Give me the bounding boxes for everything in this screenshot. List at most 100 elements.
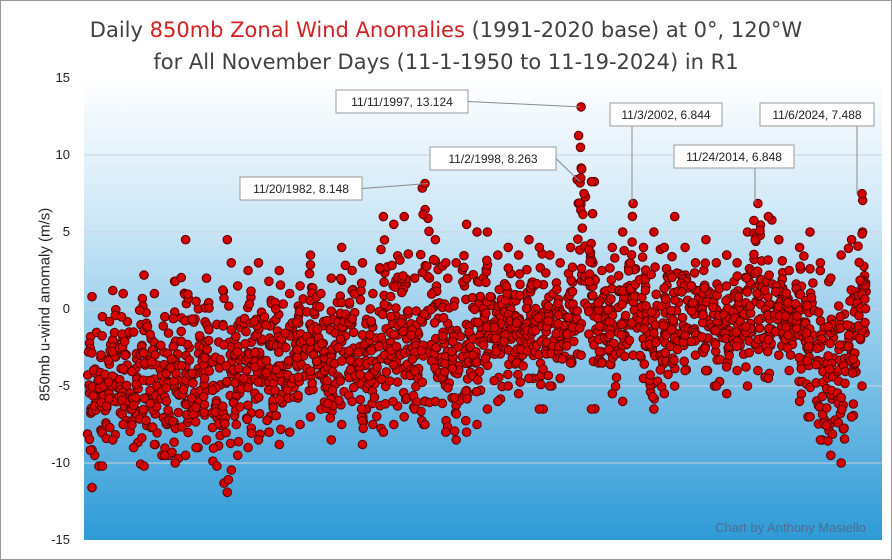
data-point (577, 223, 588, 233)
data-point (640, 285, 651, 296)
data-point (158, 321, 169, 331)
data-point-max (295, 281, 305, 291)
data-point (836, 392, 847, 403)
data-point-min (763, 373, 774, 384)
data-point-max (139, 270, 149, 280)
data-point (198, 391, 209, 402)
data-point-max (118, 288, 128, 299)
data-point (593, 298, 603, 308)
data-point (688, 298, 698, 308)
data-point-max (826, 273, 836, 284)
data-point (437, 398, 448, 409)
data-point-min (794, 396, 805, 407)
data-point-min (607, 388, 618, 399)
data-point (783, 330, 793, 340)
data-point-max (316, 288, 326, 299)
data-point-max (191, 296, 201, 307)
data-point (127, 366, 137, 377)
data-point (191, 402, 201, 413)
data-point (226, 325, 237, 335)
data-point (686, 280, 697, 291)
data-point (199, 373, 210, 384)
data-point (724, 350, 735, 361)
data-point (233, 436, 244, 447)
data-point (417, 377, 428, 388)
data-point (387, 260, 397, 271)
data-point (801, 328, 812, 338)
data-point (176, 422, 187, 432)
data-point (732, 271, 743, 281)
data-point (623, 266, 634, 276)
data-point (461, 415, 471, 426)
data-point (316, 338, 327, 349)
data-point (374, 341, 384, 352)
y-tick-label: -10 (51, 455, 70, 470)
data-point (823, 321, 833, 332)
data-point (431, 342, 441, 353)
data-point (428, 254, 439, 265)
data-point (710, 339, 721, 350)
data-point (536, 379, 546, 390)
data-point (276, 424, 286, 435)
data-point (795, 261, 805, 272)
data-point (259, 312, 270, 322)
data-point (184, 355, 195, 365)
data-point (218, 401, 228, 412)
callout-label: 11/11/1997, 13.124 (351, 95, 453, 109)
data-point (311, 356, 322, 367)
data-point (386, 311, 396, 322)
data-point-min (368, 419, 378, 430)
data-point-max (805, 227, 815, 237)
data-point (473, 375, 483, 385)
data-point (467, 292, 478, 303)
data-point (552, 284, 562, 295)
data-point-min (826, 450, 836, 461)
data-point (606, 294, 616, 304)
data-point (732, 341, 742, 352)
data-point (379, 235, 390, 245)
data-point (721, 281, 732, 291)
data-point (371, 411, 382, 422)
data-point (344, 297, 355, 308)
data-point (230, 378, 240, 388)
data-point (514, 269, 525, 279)
data-point (624, 335, 635, 346)
data-point (473, 317, 483, 328)
data-point-max (565, 242, 576, 253)
data-point (781, 288, 792, 299)
data-point (270, 385, 280, 396)
data-point (469, 304, 480, 315)
data-point-max (597, 265, 607, 276)
data-point (323, 398, 333, 409)
data-point (576, 164, 587, 174)
data-point (763, 334, 774, 345)
data-point (119, 336, 130, 347)
data-point (222, 376, 232, 387)
data-point (480, 353, 491, 364)
data-point (605, 329, 615, 340)
data-point (646, 307, 657, 318)
data-point (616, 319, 627, 330)
data-point (677, 312, 688, 323)
callout-box: 11/2/1998, 8.263 (429, 146, 557, 171)
data-point (543, 301, 554, 312)
data-point (178, 384, 189, 395)
data-point-min (253, 435, 264, 445)
data-point (147, 422, 158, 432)
data-point (575, 142, 586, 153)
data-point-min (493, 396, 503, 407)
data-point (846, 285, 857, 295)
data-point (825, 338, 835, 349)
data-point (854, 310, 864, 321)
data-point (744, 347, 755, 358)
data-point-max (711, 258, 722, 268)
data-point (127, 420, 137, 430)
data-point-min (97, 461, 108, 471)
data-point (253, 392, 264, 403)
data-point-max (128, 327, 139, 337)
data-point (611, 372, 622, 383)
data-point-max (232, 281, 243, 291)
data-point (699, 283, 710, 293)
data-point (345, 355, 355, 366)
y-tick-label: -15 (51, 532, 70, 547)
